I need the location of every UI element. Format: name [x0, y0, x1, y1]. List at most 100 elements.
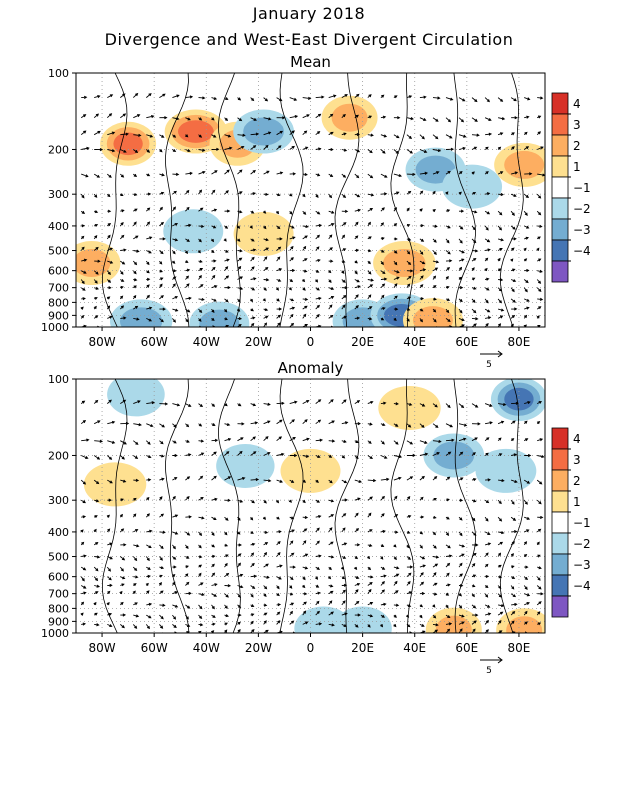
vector-arrow	[328, 514, 335, 518]
vector-arrow	[263, 238, 269, 242]
vector-arrow	[120, 149, 127, 153]
vector-arrow	[315, 287, 320, 291]
vector-arrow	[263, 278, 270, 282]
vector-arrow	[445, 476, 451, 481]
vector-arrow	[198, 297, 205, 301]
vector-arrow	[445, 622, 453, 626]
vector-arrow	[132, 260, 138, 266]
vector-arrow	[497, 308, 505, 312]
vector-arrow	[276, 314, 282, 319]
vector-arrow	[159, 149, 163, 153]
vector-arrow	[458, 146, 466, 151]
vector-arrow	[419, 238, 425, 242]
vector-arrow	[120, 93, 126, 98]
vector-arrow	[289, 540, 294, 546]
vector-arrow	[276, 256, 281, 262]
vector-arrow	[185, 171, 193, 175]
vector-arrow	[276, 307, 283, 311]
vector-arrow	[289, 130, 295, 136]
vector-arrow	[237, 191, 243, 195]
vector-arrow	[224, 117, 229, 122]
vector-arrow	[393, 624, 397, 628]
vector-arrow	[419, 581, 425, 586]
vector-arrow	[289, 437, 296, 442]
vector-arrow	[107, 556, 113, 560]
vector-arrow	[289, 268, 296, 273]
vector-arrow	[524, 453, 532, 458]
vector-arrow	[133, 249, 140, 253]
y-tick-label: 300	[48, 494, 69, 507]
vector-arrow	[471, 403, 479, 408]
vector-arrow	[237, 225, 241, 229]
vector-arrow	[471, 543, 479, 547]
vector-arrow	[341, 270, 345, 274]
vector-arrow	[211, 117, 215, 121]
contour-line	[499, 379, 524, 633]
vector-arrow	[432, 96, 441, 100]
vector-arrow	[445, 171, 451, 175]
contour-line	[164, 73, 190, 327]
vector-arrow	[159, 566, 165, 570]
vector-arrow	[458, 437, 467, 442]
reference-vector-arrow	[480, 656, 503, 664]
vector-arrow	[315, 210, 321, 215]
vector-arrow	[315, 223, 323, 228]
colorbar-label: 2	[573, 139, 581, 153]
vector-arrow	[315, 419, 322, 425]
vector-arrow	[536, 193, 542, 199]
vector-arrow	[107, 149, 116, 153]
vector-arrow	[497, 287, 503, 292]
vector-arrow	[302, 515, 309, 520]
vector-arrow	[341, 286, 348, 290]
vector-arrow	[406, 604, 412, 608]
vector-arrow	[341, 439, 347, 443]
vector-arrow	[419, 531, 424, 535]
vector-arrow	[211, 403, 216, 407]
vector-arrow	[485, 248, 491, 252]
vector-arrow	[367, 284, 374, 289]
vector-arrow	[289, 210, 293, 215]
vector-arrow	[393, 95, 398, 99]
shading-blob	[163, 209, 224, 254]
vector-arrow	[510, 268, 516, 272]
vector-arrow	[93, 455, 101, 460]
vector-arrow	[393, 260, 398, 266]
vector-arrow	[445, 318, 451, 322]
vector-arrow	[237, 308, 241, 312]
vector-arrow	[289, 97, 298, 101]
vector-arrow	[393, 207, 398, 212]
vector-arrow	[354, 93, 360, 98]
vector-arrow	[380, 317, 385, 321]
vector-arrow	[354, 512, 359, 518]
shading-blob	[216, 443, 275, 488]
y-tick-label: 600	[48, 571, 69, 584]
vector-arrow	[537, 454, 545, 459]
vector-arrow	[146, 114, 155, 119]
vector-arrow	[263, 247, 270, 251]
vector-arrow	[497, 298, 503, 304]
vector-arrow	[211, 317, 215, 321]
vector-arrow	[133, 400, 141, 405]
vector-arrow	[276, 436, 283, 442]
vector-arrow	[120, 260, 126, 265]
vector-arrow	[172, 477, 178, 481]
vector-arrow	[367, 249, 372, 253]
vector-arrow	[341, 612, 348, 616]
vector-arrow	[172, 222, 179, 227]
vector-arrow	[458, 225, 464, 230]
vector-arrow	[80, 246, 85, 251]
vector-arrow	[458, 403, 465, 409]
vector-arrow	[80, 315, 85, 319]
colorbar-swatch	[551, 155, 569, 178]
vector-arrow	[432, 452, 440, 456]
vector-arrow	[146, 93, 152, 98]
contour-line	[102, 379, 128, 633]
vector-arrow	[185, 581, 190, 586]
vector-arrow	[536, 611, 541, 616]
vector-arrow	[146, 614, 152, 619]
vector-arrow	[94, 210, 99, 214]
vector-arrow	[354, 400, 361, 404]
vector-arrow	[237, 553, 242, 557]
vector-arrow	[159, 206, 163, 212]
vector-arrow	[263, 192, 269, 196]
